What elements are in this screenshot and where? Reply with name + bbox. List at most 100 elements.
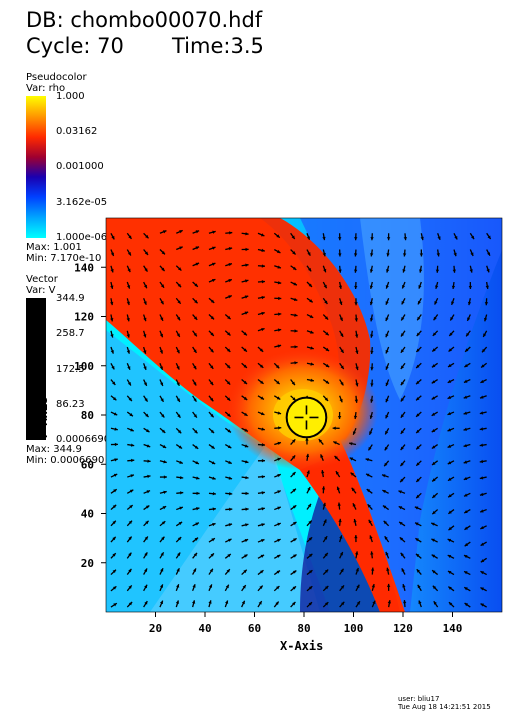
vector-arrow [400, 411, 406, 419]
vector-arrow [241, 584, 247, 592]
vector-arrow [339, 314, 344, 322]
vector-arrow [126, 504, 134, 511]
vector-arrow [126, 489, 134, 494]
vector-arrow [447, 476, 455, 482]
vector-arrow [463, 395, 471, 399]
vector-arrow [430, 522, 438, 527]
vector-arrow [159, 314, 164, 322]
vector-arrow [143, 600, 148, 608]
vector-arrow [400, 379, 406, 386]
vector-arrow [365, 458, 373, 462]
vector-arrow [418, 281, 422, 289]
pseudocolor-legend-title: Pseudocolor [26, 72, 87, 83]
vector-arrow [257, 327, 265, 332]
vector-arrow [126, 346, 131, 354]
vector-arrow [401, 281, 406, 289]
vector-arrow [143, 552, 148, 559]
vector-arrow [224, 553, 232, 559]
vector-arrow [370, 395, 374, 403]
vector-arrow [192, 491, 200, 496]
vector-arrow [385, 363, 390, 371]
vector-arrow [479, 411, 487, 415]
vector-arrow [354, 233, 358, 241]
vector-arrow [175, 314, 181, 321]
cycle-label: Cycle: 70 [26, 34, 124, 58]
vector-arrow [468, 282, 473, 290]
vector-label-2: 258.7 [56, 328, 85, 339]
vector-arrow [447, 378, 455, 384]
x-tick-label: 20 [149, 622, 162, 635]
vector-arrow [224, 395, 231, 402]
vector-arrow [274, 296, 282, 301]
vector-arrow [241, 330, 248, 336]
vector-label-5: 0.0006690 [56, 434, 111, 445]
vector-arrow [257, 600, 263, 608]
vector-arrow [433, 600, 439, 608]
vector-arrow [192, 230, 200, 234]
vector-arrow [257, 395, 265, 400]
vector-arrow [290, 521, 297, 527]
vector-arrow [274, 265, 282, 269]
vector-arrow [383, 460, 390, 467]
vector-arrow [290, 395, 297, 402]
vector-arrow [322, 281, 328, 289]
vector-arrow [192, 476, 200, 480]
vector-arrow [369, 314, 374, 322]
vector-arrow [448, 525, 455, 531]
vector-arrow [159, 490, 167, 494]
vector-arrow [175, 536, 182, 543]
vector-arrow [175, 600, 180, 608]
vector-arrow [142, 346, 147, 354]
vector-arrow [306, 265, 312, 272]
vector-arrow [431, 378, 438, 384]
vector-arrow [175, 363, 180, 370]
vector-arrow [143, 520, 150, 527]
vector-colorbar [26, 298, 46, 440]
vector-arrow [479, 508, 487, 513]
vector-arrow [464, 602, 471, 608]
vector-arrow [469, 249, 474, 257]
vector-arrow [415, 553, 422, 559]
vector-arrow [143, 363, 147, 371]
vector-arrow [447, 586, 455, 592]
vector-arrow [192, 297, 199, 304]
vector-arrow [469, 265, 473, 273]
vector-arrow [241, 491, 249, 496]
vector-arrow [415, 444, 422, 450]
vector-arrow [435, 281, 439, 289]
vector-arrow [257, 264, 265, 268]
vector-arrow [274, 457, 282, 462]
vector-arrow [159, 427, 166, 434]
vector-arrow [143, 427, 150, 433]
vector-arrow [208, 314, 215, 320]
vector-arrow [400, 427, 406, 435]
vector-arrow [305, 453, 310, 461]
vector-legend-var: Var: V [26, 285, 56, 296]
vector-arrow [225, 460, 232, 465]
vector-arrow [322, 535, 328, 543]
vector-arrow [385, 298, 390, 305]
vector-arrow [257, 362, 264, 369]
vector-arrow [224, 427, 232, 433]
vector-arrow [175, 281, 182, 288]
vector-arrow [431, 362, 439, 368]
vector-arrow [127, 443, 135, 447]
vector-arrow [431, 411, 438, 417]
vector-arrow [322, 552, 329, 559]
vector-arrow [415, 476, 422, 483]
vector-arrow [192, 246, 200, 251]
vector-arrow [175, 584, 180, 592]
vector-arrow [415, 395, 422, 401]
vector-arrow [241, 507, 249, 511]
vector-arrow [224, 443, 232, 449]
vector-arrow [414, 506, 422, 511]
vector-arrow [479, 476, 487, 480]
x-tick-label: 100 [344, 622, 364, 635]
vector-arrow [436, 249, 440, 257]
vector-arrow [419, 249, 424, 257]
vector-arrow [414, 522, 422, 527]
vector-arrow [415, 537, 422, 543]
vector-arrow [159, 443, 167, 449]
vector-arrow [382, 489, 389, 494]
vector-arrow [398, 521, 406, 527]
